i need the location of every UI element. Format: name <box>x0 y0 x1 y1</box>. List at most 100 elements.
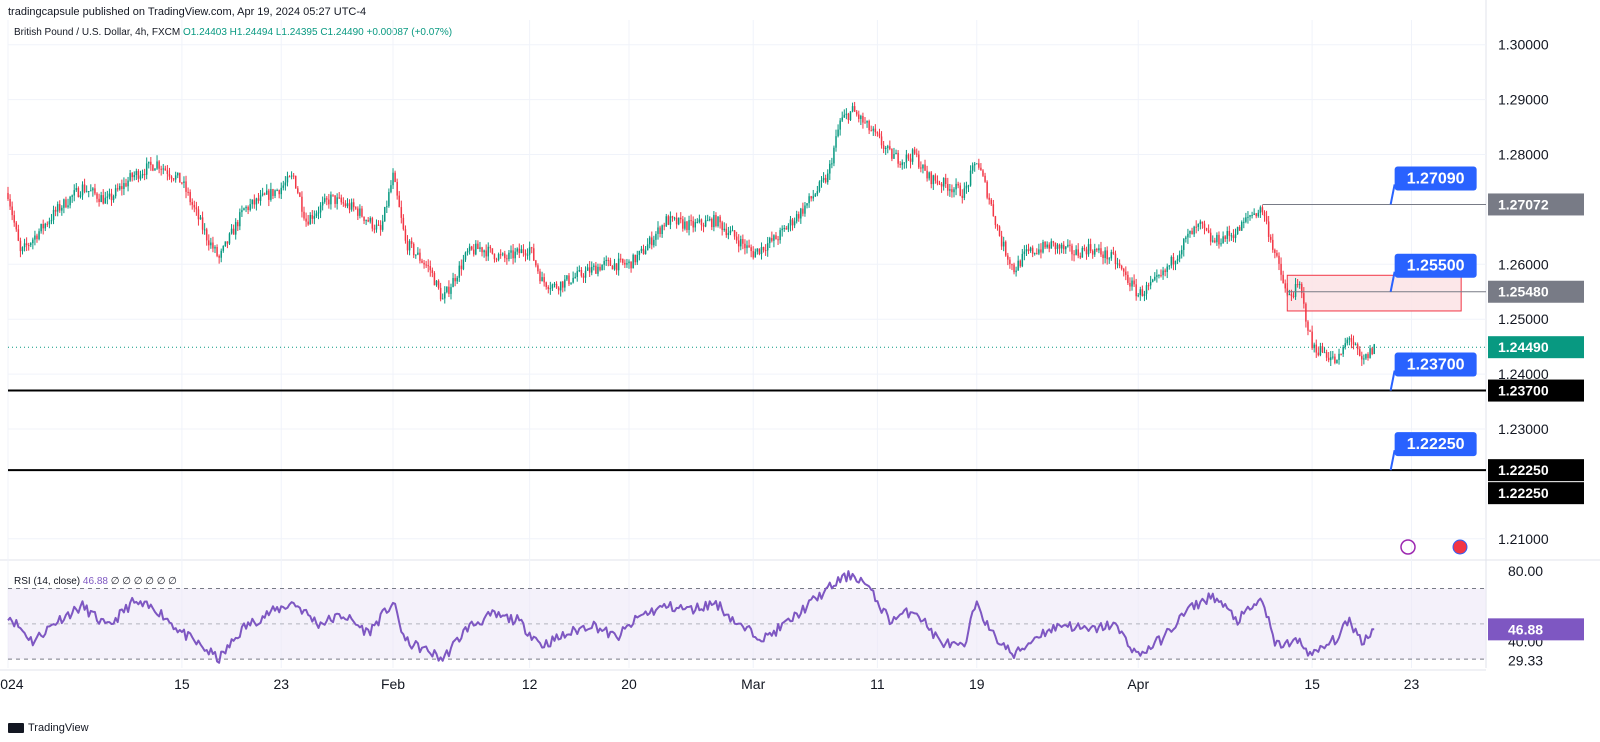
candle-body <box>504 253 506 259</box>
candle-body <box>847 113 850 121</box>
candle-body <box>771 238 773 241</box>
candle-body <box>450 287 452 294</box>
candle-body <box>1274 249 1276 253</box>
candle-body <box>1135 284 1137 297</box>
candle-body <box>918 154 920 168</box>
candle-body <box>605 259 607 262</box>
candle-body <box>1104 250 1106 259</box>
candle-body <box>897 152 899 164</box>
candle-body <box>1096 249 1098 251</box>
candle-body <box>15 222 18 230</box>
candle-body <box>338 197 340 199</box>
candle-body <box>630 261 632 269</box>
callout-tag-text: 1.25500 <box>1407 258 1465 275</box>
candle-body <box>205 229 208 241</box>
candle-body <box>30 243 32 246</box>
candle-body <box>694 222 696 228</box>
candle-body <box>920 167 922 169</box>
candle-body <box>661 225 663 235</box>
candle-body <box>951 189 953 193</box>
candle-body <box>905 154 908 163</box>
candle-body <box>547 286 550 290</box>
candle-body <box>793 221 796 226</box>
price-tick-label: 1.26000 <box>1498 256 1549 272</box>
candle-body <box>551 284 554 289</box>
candle-body <box>272 189 274 196</box>
candle-body <box>145 163 148 175</box>
candle-body <box>1298 284 1301 286</box>
candle-body <box>998 226 1001 236</box>
candle-body <box>348 203 351 210</box>
candle-body <box>116 188 119 190</box>
candle-body <box>882 145 885 150</box>
candle-body <box>843 114 846 118</box>
time-tick-label: 2024 <box>0 676 24 692</box>
candle-body <box>787 225 790 230</box>
axis-price-label-support-1 <box>1488 379 1584 402</box>
candle-body <box>588 267 591 273</box>
candle-body <box>808 196 810 204</box>
candle-body <box>603 261 605 265</box>
candle-body <box>1354 344 1357 346</box>
candle-body <box>1342 347 1344 355</box>
candle-body <box>1218 234 1220 245</box>
candle-body <box>133 175 136 178</box>
candle-body <box>119 186 121 190</box>
candle-body <box>947 183 949 191</box>
candle-body <box>740 239 742 247</box>
candle-body <box>230 228 233 234</box>
candle-body <box>520 249 523 254</box>
current-price-axis-label <box>1488 336 1584 359</box>
candle-body <box>174 175 177 180</box>
candle-body <box>673 217 676 219</box>
candle-body <box>239 212 241 227</box>
candle-body <box>288 176 291 178</box>
candle-body <box>481 247 483 253</box>
candle-body <box>1048 244 1050 249</box>
candle-body <box>87 190 90 192</box>
candle-body <box>299 192 301 197</box>
candle-body <box>725 228 728 236</box>
candle-body <box>247 206 249 210</box>
candle-body <box>1315 344 1318 353</box>
time-tick-label: 23 <box>273 676 289 692</box>
candle-body <box>1067 244 1069 247</box>
candle-body <box>595 265 597 274</box>
candle-body <box>752 251 754 258</box>
candle-body <box>274 190 276 196</box>
candle-body <box>889 146 891 150</box>
candle-body <box>789 219 792 226</box>
candle-body <box>340 197 343 203</box>
candle-body <box>1363 358 1365 360</box>
candle-body <box>1025 249 1028 252</box>
candle-body <box>454 278 456 282</box>
candle-body <box>96 193 98 199</box>
rsi-label: RSI (14, close) <box>14 576 81 587</box>
candle-body <box>222 246 225 251</box>
candle-body <box>1158 275 1160 277</box>
candle-body <box>895 152 897 155</box>
candle-body <box>1338 353 1340 360</box>
candle-body <box>11 206 13 216</box>
candle-body <box>675 217 678 225</box>
candle-body <box>795 214 798 222</box>
candle-body <box>253 199 256 205</box>
candle-body <box>497 254 500 260</box>
candle-body <box>750 247 752 252</box>
candle-body <box>13 215 15 223</box>
candle-body <box>321 201 324 206</box>
candle-body <box>1085 249 1088 255</box>
candle-body <box>477 243 479 250</box>
candle-body <box>1077 249 1079 256</box>
candle-body <box>984 175 986 182</box>
time-tick-label: Feb <box>381 676 405 692</box>
candle-body <box>574 276 576 278</box>
candle-body <box>619 258 622 260</box>
candle-body <box>458 265 461 278</box>
candle-body <box>1054 242 1057 250</box>
time-tick-label: 23 <box>1404 676 1420 692</box>
candle-body <box>1118 263 1121 266</box>
candle-body <box>303 211 305 219</box>
candle-body <box>893 154 895 159</box>
